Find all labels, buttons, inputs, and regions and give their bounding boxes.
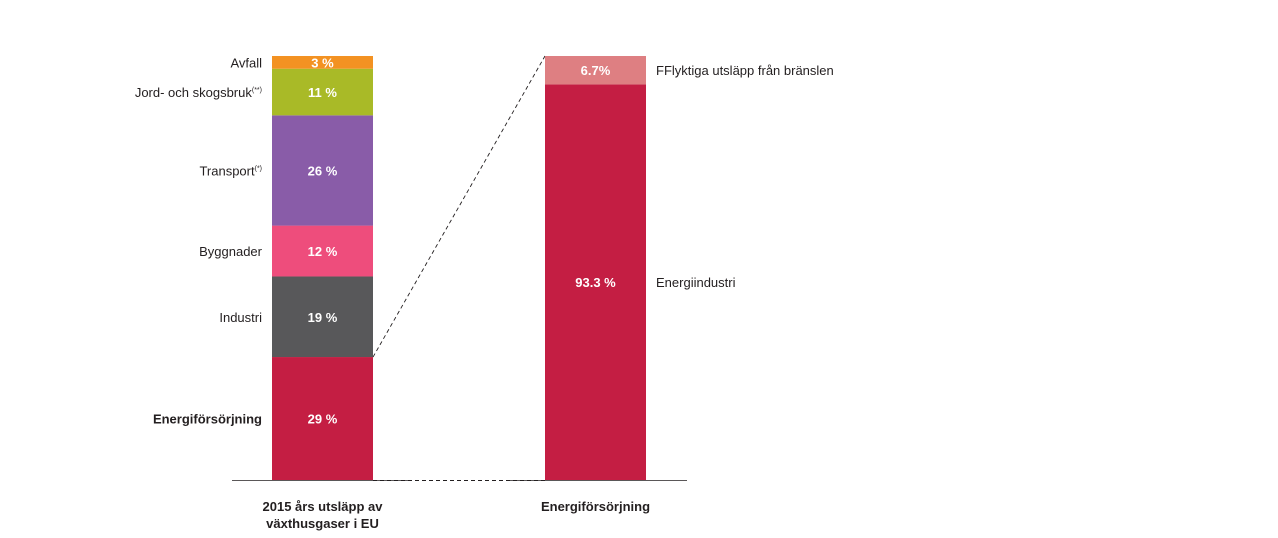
data-label-fflyktiga-utslapp-fran-branslen: 6.7% [581, 63, 611, 78]
bar-segment-industri [272, 276, 373, 358]
data-label-industri: 19 % [308, 310, 338, 325]
x-tick-label: 2015 års utsläpp av [263, 499, 384, 514]
data-label-byggnader: 12 % [308, 244, 338, 259]
category-label-fflyktiga-utslapp-fran-branslen: FFlyktiga utsläpp från bränslen [656, 63, 834, 78]
bar-segment-byggnader [272, 225, 373, 277]
data-label-energiforsorjning: 29 % [308, 412, 338, 427]
labels: 29 % Energiförsörjning 19 % Industri 12 % Byg… [135, 55, 834, 531]
bar-segment-energiforsorjning [272, 357, 373, 480]
bar-segment-energiindustri [545, 84, 646, 481]
category-label-energiforsorjning: Energiförsörjning [153, 412, 262, 427]
category-label-energiindustri: Energiindustri [656, 275, 736, 290]
data-label-energiindustri: 93.3 % [575, 275, 616, 290]
data-label-transport: 26 % [308, 163, 338, 178]
x-tick-label: växthusgaser i EU [266, 516, 379, 531]
category-label-transport: Transport(*) [199, 163, 262, 178]
bar-segment-avfall [272, 56, 373, 69]
category-label-byggnader: Byggnader [199, 244, 263, 259]
category-label-avfall: Avfall [230, 55, 262, 70]
bar-segment-jord-och-skogsbruk [272, 68, 373, 116]
bar-segment-fflyktiga-utslapp-fran-branslen [545, 56, 646, 85]
category-label-jord-och-skogsbruk: Jord- och skogsbruk(**) [135, 85, 262, 100]
category-label-industri: Industri [219, 310, 262, 325]
x-tick-label: Energiförsörjning [541, 499, 650, 514]
data-label-avfall: 3 % [311, 55, 334, 70]
connector-line-top [372, 55, 546, 358]
bar-segment-transport [272, 115, 373, 226]
data-label-jord-och-skogsbruk: 11 % [308, 85, 337, 100]
bars [272, 56, 646, 481]
